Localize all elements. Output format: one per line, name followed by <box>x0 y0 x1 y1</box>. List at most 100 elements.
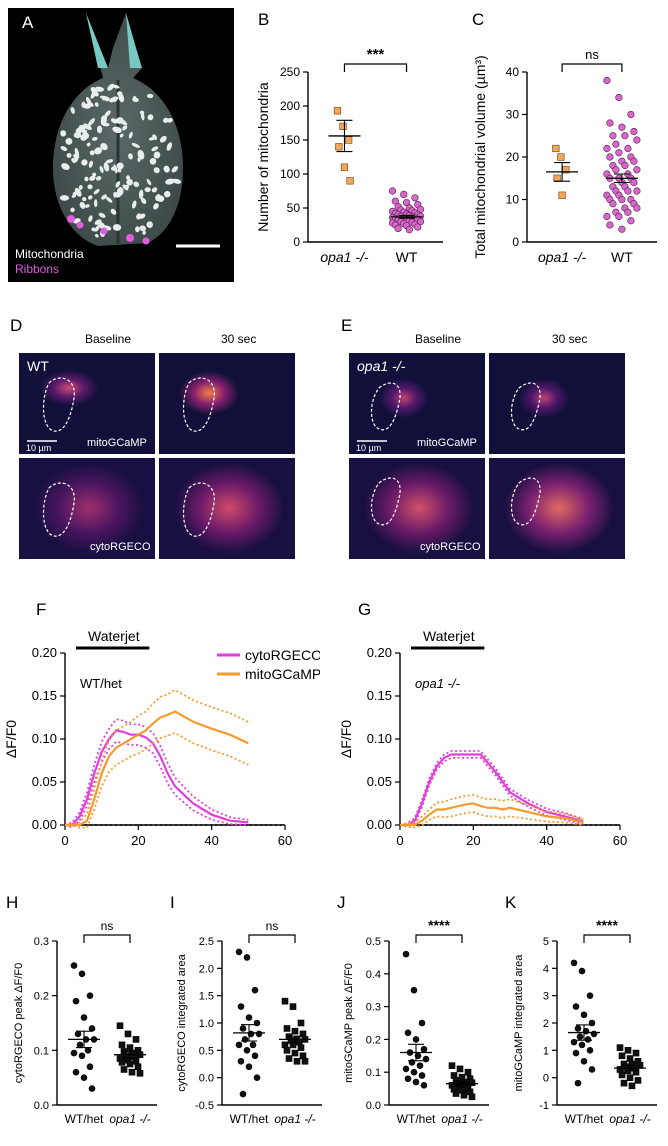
mitochondrion-blob <box>163 117 169 123</box>
series-line-mitogcamp <box>400 802 584 827</box>
mitochondrion-blob <box>153 167 160 174</box>
data-point-wthet <box>86 992 94 999</box>
data-point-wthet <box>245 1063 253 1071</box>
data-point-opa <box>283 1047 291 1054</box>
data-point-wthet <box>70 1049 78 1057</box>
data-point-opa <box>124 1030 132 1038</box>
data-point-wthet <box>574 1025 582 1032</box>
data-point-wthet <box>70 962 78 969</box>
mitochondrion-blob <box>88 118 95 126</box>
data-point-wthet <box>580 1011 588 1019</box>
panel-letter-g: G <box>358 600 372 619</box>
data-point-wt <box>630 178 638 187</box>
data-point-opa <box>452 1090 460 1097</box>
x-group-label: opa1 -/- <box>320 249 369 265</box>
micrograph-d-mito-baseline <box>19 353 155 454</box>
y-tick-label: 20 <box>506 150 520 164</box>
y-tick-label: 0.0 <box>366 1100 381 1112</box>
chart-j: 0.0 0.1 0.2 0.3 0.4 0.5 mitoGCaMP peak ΔF/F0 WT… <box>343 917 489 1126</box>
data-point-wthet <box>78 970 86 978</box>
series-sem-upper-cytorgeco <box>399 750 584 826</box>
data-point-wthet <box>255 1030 263 1038</box>
data-point-wt <box>606 221 614 229</box>
data-point-wt <box>606 153 614 161</box>
data-point-opa <box>299 1052 307 1060</box>
legend-ribbons: Ribbons <box>15 262 60 276</box>
data-point-wthet <box>245 1014 253 1021</box>
mitochondrion-blob <box>164 190 171 198</box>
x-group-label: WT <box>396 249 418 265</box>
data-point-wthet <box>237 1057 245 1065</box>
mitochondrion-blob <box>96 125 103 134</box>
x-tick-label: 40 <box>204 833 218 848</box>
data-point-wthet <box>80 1014 88 1021</box>
data-point-opa <box>553 174 561 182</box>
data-point-wthet <box>80 1074 88 1081</box>
mitochondrion-blob <box>128 131 133 139</box>
micrograph-d-cyto-baseline <box>19 458 155 559</box>
y-tick-label: 0.00 <box>367 817 392 832</box>
data-point-wthet <box>410 1068 418 1076</box>
y-tick-label: 0.1 <box>34 1045 49 1057</box>
micrograph-d-mito-30sec <box>159 353 295 454</box>
y-tick-label: 100 <box>280 167 300 181</box>
mitochondrion-blob <box>95 176 102 181</box>
data-point-opa <box>626 1055 634 1062</box>
data-point-wt <box>405 226 413 234</box>
mitochondrion-blob <box>163 165 170 173</box>
y-axis-label: Total mitochondrial volume (µm³) <box>472 55 488 258</box>
roi-outlines-e <box>357 382 541 526</box>
y-tick-label: 0.0 <box>199 1073 214 1085</box>
mitochondrion-blob <box>85 204 90 208</box>
y-tick-label: 0.2 <box>34 991 49 1003</box>
mitochondrion-blob <box>60 146 68 151</box>
data-point-wthet <box>88 1025 96 1032</box>
micrograph-e-mito-baseline <box>349 353 485 454</box>
data-point-wthet <box>416 1062 424 1069</box>
data-point-opa <box>285 1055 293 1062</box>
mitochondrion-blob <box>152 134 158 141</box>
mitochondrion-blob <box>94 86 105 92</box>
y-tick-label: 0.5 <box>199 1045 214 1057</box>
data-point-wthet <box>74 1030 82 1038</box>
y-tick-label: 5 <box>543 936 549 948</box>
y-axis-label: ΔF/F0 <box>3 720 19 758</box>
data-point-opa <box>116 1022 124 1030</box>
x-group-label: opa1 -/- <box>609 1112 650 1126</box>
mitochondria-3d-render <box>8 8 234 282</box>
micrograph-e-cyto-30sec <box>489 458 625 559</box>
data-point-opa <box>283 1025 291 1032</box>
mitochondrion-blob <box>139 213 146 219</box>
data-point-opa <box>126 1044 134 1051</box>
row-label-mitogcamp-d: mitoGCaMP <box>87 437 147 449</box>
data-point-wthet <box>570 1038 578 1046</box>
data-point-wthet <box>412 1036 420 1043</box>
data-point-wt <box>615 93 623 102</box>
mitochondrion-blob <box>70 107 75 114</box>
data-point-wthet <box>243 954 251 961</box>
mitochondrion-blob <box>65 137 73 145</box>
data-point-wthet <box>239 1025 247 1032</box>
mitochondrion-blob <box>172 178 182 184</box>
data-point-opa <box>128 1068 136 1076</box>
micrograph-d-cyto-30sec <box>159 458 295 559</box>
mitochondrion-blob <box>149 158 157 165</box>
x-group-label: opa1 -/- <box>538 249 587 265</box>
data-point-wthet <box>570 959 578 967</box>
data-point-wthet <box>402 1065 410 1073</box>
row-label-cytorgeco-d: cytoRGECO <box>90 541 151 553</box>
data-point-wt <box>618 195 626 204</box>
data-point-wt <box>633 166 641 174</box>
data-point-opa <box>634 1077 642 1084</box>
mitochondrion-blob <box>171 166 179 173</box>
data-point-wthet <box>572 1049 580 1057</box>
data-point-wt <box>627 217 635 225</box>
data-point-opa <box>293 1057 301 1065</box>
data-point-wt <box>624 144 632 153</box>
data-point-opa <box>132 1057 140 1065</box>
data-point-wt <box>609 132 617 140</box>
genotype-label: opa1 -/- <box>415 676 460 691</box>
data-point-opa <box>552 144 560 153</box>
data-point-wthet <box>590 1030 598 1038</box>
series-line-cytorgeco <box>65 729 249 827</box>
